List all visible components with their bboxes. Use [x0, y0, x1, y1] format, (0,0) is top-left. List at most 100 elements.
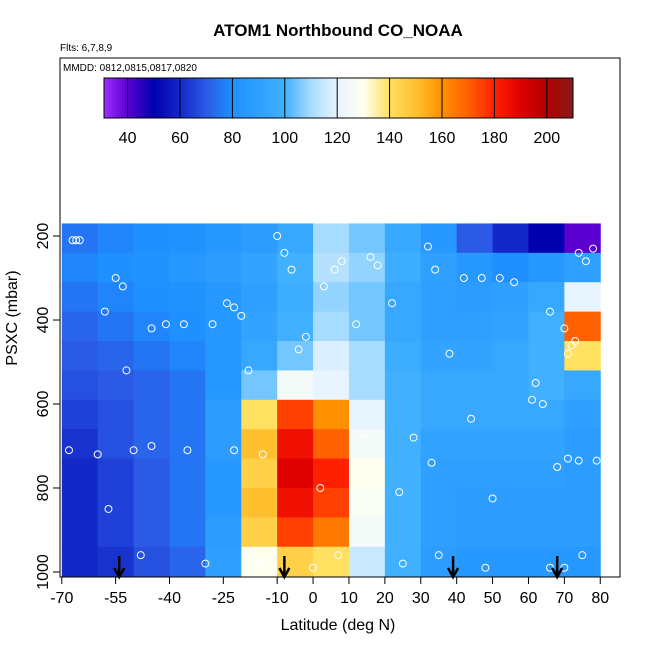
colorbar-tick-label: 180 — [481, 130, 508, 147]
sample-point — [316, 483, 325, 492]
heat-cell — [205, 252, 242, 283]
sample-point — [208, 320, 217, 329]
sample-point — [398, 559, 407, 568]
sample-point — [560, 563, 569, 572]
heat-cell — [205, 517, 242, 548]
heat-cell — [348, 546, 386, 577]
heat-cell — [61, 282, 99, 313]
heat-cell — [348, 399, 386, 430]
heat-cell — [420, 399, 458, 430]
heat-cell — [456, 399, 494, 430]
heat-cell — [205, 341, 242, 371]
heat-cell — [528, 311, 565, 342]
heat-cell — [313, 311, 350, 342]
heat-cell — [492, 341, 529, 371]
heat-cell — [241, 282, 278, 313]
heat-cell — [420, 223, 458, 254]
heat-cell — [348, 223, 386, 254]
heat-cell — [97, 458, 135, 489]
sample-point — [481, 563, 490, 572]
heat-cell — [384, 546, 422, 577]
sample-point — [258, 450, 267, 459]
sample-point — [366, 253, 375, 262]
sample-point — [147, 441, 156, 450]
heat-cell — [313, 370, 350, 401]
sample-point — [122, 366, 131, 375]
sample-point — [280, 248, 289, 257]
heat-cell — [61, 458, 99, 489]
sample-point — [287, 265, 296, 274]
plot-frame — [59, 57, 621, 578]
sample-point — [427, 458, 436, 467]
heat-cell — [492, 370, 529, 401]
heat-cell — [133, 546, 170, 577]
heat-cell — [384, 517, 422, 548]
heat-cell — [277, 341, 314, 371]
x-axis-label: Latitude (deg N) — [281, 617, 396, 634]
sample-point — [571, 337, 580, 346]
heat-cell — [205, 223, 242, 254]
heat-cell — [241, 311, 278, 342]
heat-cell — [492, 546, 529, 577]
heat-cell — [492, 458, 529, 489]
x-tick-label: 10 — [340, 590, 358, 607]
heat-cell — [97, 282, 135, 313]
sample-point — [255, 559, 264, 568]
heat-cell — [348, 487, 386, 518]
heat-cell — [205, 487, 242, 518]
y-tick-label: 1000 — [35, 554, 52, 590]
colorbar-tick-label: 120 — [324, 130, 351, 147]
sample-point — [104, 504, 113, 513]
y-tick-label: 600 — [35, 391, 52, 418]
sample-point — [546, 307, 554, 316]
sample-point — [531, 379, 540, 388]
colorbar-tick-label: 40 — [119, 130, 137, 147]
heat-cell — [133, 370, 170, 401]
heat-cell — [528, 517, 565, 548]
sample-point — [319, 282, 328, 291]
sample-point — [546, 563, 554, 572]
sample-point — [423, 242, 432, 251]
sample-point — [388, 299, 397, 308]
sample-point — [330, 265, 339, 274]
heat-cell — [492, 252, 529, 283]
colorbar — [103, 77, 574, 119]
heat-cell — [133, 311, 170, 342]
heat-cell — [241, 546, 278, 577]
heat-cell — [277, 370, 314, 401]
y-axis-label: PSXC (mbar) — [4, 270, 21, 365]
sample-point — [273, 232, 282, 241]
heat-cell — [97, 429, 135, 460]
heat-cell — [61, 223, 99, 254]
heat-cell — [348, 311, 386, 342]
sample-point — [477, 274, 486, 283]
heat-cell — [456, 341, 494, 371]
heat-cell — [313, 341, 350, 371]
heat-cell — [97, 252, 135, 283]
heat-cell — [205, 429, 242, 460]
heat-cell — [348, 341, 386, 371]
heat-cell — [528, 223, 565, 254]
sample-point — [488, 494, 497, 503]
sample-point — [230, 303, 239, 312]
heat-cell — [492, 223, 529, 254]
heat-cell — [277, 399, 314, 430]
heat-cell — [528, 252, 565, 283]
heat-cell — [384, 252, 422, 283]
sample-point — [72, 236, 81, 245]
sample-point — [237, 311, 246, 320]
heat-cell — [133, 252, 170, 283]
heat-cell — [205, 458, 242, 489]
sample-point — [183, 446, 192, 455]
colorbar-tick-label: 140 — [376, 130, 403, 147]
heat-cell — [456, 223, 494, 254]
x-tick-label: -10 — [266, 590, 289, 607]
x-tick-label: 60 — [520, 590, 538, 607]
heat-cell — [205, 282, 242, 313]
heat-cell — [277, 458, 314, 489]
sample-point — [409, 433, 418, 442]
heat-cell — [133, 517, 170, 548]
x-tick-label: 50 — [484, 590, 502, 607]
x-tick-label: 20 — [376, 590, 394, 607]
sample-point — [334, 551, 343, 560]
